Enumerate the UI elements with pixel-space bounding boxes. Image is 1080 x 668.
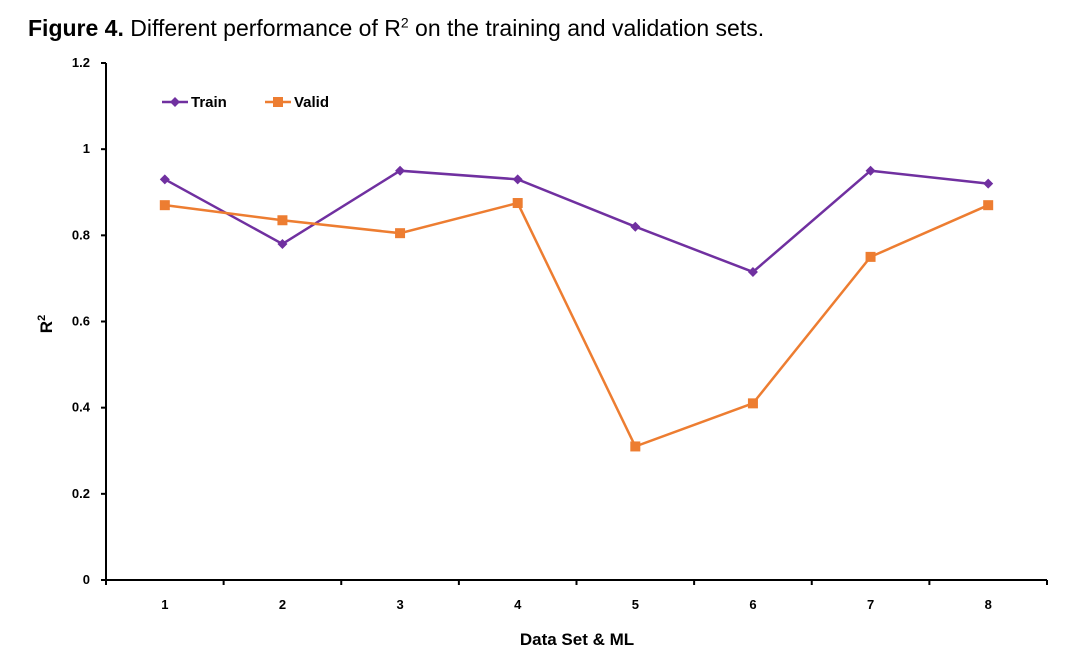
caption-superscript: 2 bbox=[400, 14, 409, 31]
x-tick-label: 6 bbox=[749, 597, 756, 612]
x-tick-label: 2 bbox=[279, 597, 286, 612]
legend-item: Valid bbox=[265, 94, 329, 111]
y-tick-label: 0.4 bbox=[72, 400, 91, 415]
series-valid bbox=[159, 198, 994, 452]
chart-ticks: 0 0.2 0.4 0.6 0.8 1 1.2 1 2 3 4 5 6 7 8 bbox=[72, 55, 1048, 612]
caption-text-before: Different performance of R bbox=[123, 15, 401, 41]
data-point bbox=[630, 441, 641, 452]
data-point bbox=[159, 174, 170, 185]
x-tick-label: 4 bbox=[514, 597, 522, 612]
series-line bbox=[164, 201, 989, 449]
legend-marker bbox=[273, 97, 283, 107]
data-point bbox=[983, 200, 994, 211]
data-point bbox=[277, 215, 288, 226]
data-point bbox=[395, 165, 406, 176]
y-axis-title-base: R bbox=[37, 321, 56, 333]
series-train bbox=[159, 165, 994, 277]
y-tick-label: 0.6 bbox=[72, 314, 90, 329]
data-point bbox=[865, 165, 876, 176]
data-point bbox=[983, 178, 994, 189]
data-point bbox=[277, 238, 288, 249]
data-point bbox=[395, 228, 406, 239]
data-point bbox=[747, 266, 758, 277]
data-point bbox=[865, 251, 876, 262]
y-tick-label: 0.8 bbox=[72, 227, 90, 242]
y-tick-label: 0 bbox=[83, 572, 90, 587]
data-point bbox=[512, 198, 523, 209]
legend-marker bbox=[170, 97, 180, 107]
x-axis-title: Data Set & ML bbox=[520, 630, 634, 649]
chart-axes bbox=[105, 63, 1047, 581]
data-point bbox=[159, 200, 170, 211]
caption-text-after: on the training and validation sets. bbox=[408, 15, 765, 41]
figure-label: Figure 4. bbox=[28, 15, 124, 41]
y-tick-label: 1.2 bbox=[72, 55, 90, 70]
chart-series bbox=[159, 165, 994, 452]
figure-caption: Figure 4. Different performance of R2 on… bbox=[28, 14, 764, 42]
data-point bbox=[630, 221, 641, 232]
y-axis-title-superscript: 2 bbox=[36, 315, 48, 321]
data-point bbox=[747, 398, 758, 409]
chart-legend: Train Valid bbox=[162, 94, 329, 111]
x-tick-label: 1 bbox=[161, 597, 168, 612]
x-tick-label: 5 bbox=[632, 597, 639, 612]
x-tick-label: 8 bbox=[985, 597, 992, 612]
y-tick-label: 0.2 bbox=[72, 486, 90, 501]
x-tick-label: 7 bbox=[867, 597, 874, 612]
x-tick-label: 3 bbox=[396, 597, 403, 612]
series-line bbox=[164, 169, 989, 274]
legend-label: Valid bbox=[294, 94, 329, 111]
legend-item: Train bbox=[162, 94, 227, 111]
y-tick-label: 1 bbox=[83, 141, 90, 156]
y-axis-title: R2 bbox=[36, 315, 56, 333]
legend-label: Train bbox=[191, 94, 227, 111]
data-point bbox=[512, 174, 523, 185]
